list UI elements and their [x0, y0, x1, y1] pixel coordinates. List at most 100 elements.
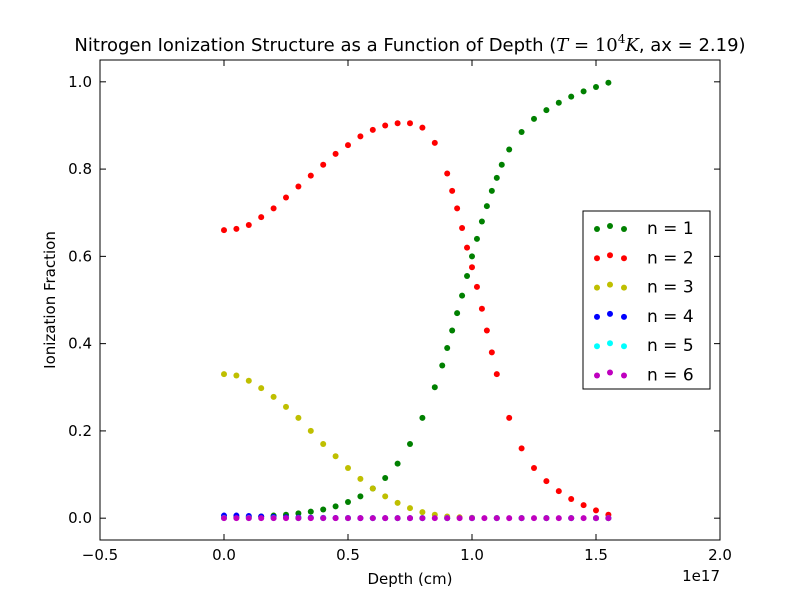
data-point	[469, 264, 475, 271]
data-point	[498, 161, 505, 168]
legend-marker	[607, 223, 613, 229]
title-suffix: , ax = 2.19)	[639, 35, 746, 56]
data-point	[580, 515, 587, 522]
legend-marker	[594, 284, 600, 291]
legend-marker	[594, 226, 600, 232]
data-point	[357, 493, 364, 500]
legend-marker	[594, 343, 600, 350]
data-point	[332, 453, 339, 460]
data-point	[431, 139, 438, 146]
data-point	[568, 93, 575, 100]
legend-entries: n = 1 n = 2 n = 3 n = 4 n = 5 n = 6	[594, 219, 694, 386]
data-point	[221, 371, 227, 378]
data-point	[245, 515, 252, 522]
data-point	[320, 441, 327, 447]
data-point	[543, 107, 550, 114]
data-point	[506, 414, 513, 421]
data-point	[307, 508, 314, 515]
legend-entry: n = 4	[594, 307, 694, 327]
series-6	[221, 515, 612, 522]
series-5	[221, 514, 612, 522]
data-point	[449, 327, 456, 334]
data-point	[307, 515, 314, 522]
data-point	[320, 506, 327, 513]
data-point	[270, 393, 277, 400]
data-point	[444, 515, 451, 522]
data-point	[407, 120, 413, 127]
data-point	[221, 515, 227, 522]
data-point	[459, 292, 466, 299]
data-point	[320, 515, 327, 522]
data-point	[555, 99, 562, 106]
axis-ticks: −0.5 0.0 0.5 1.0 1.5 2.0 0.0 0.2 0.4 0.6 0.8 1.0	[68, 60, 732, 564]
x-tick-label: 0.0	[212, 546, 236, 564]
data-point	[459, 225, 466, 231]
legend-entry: n = 3	[594, 278, 694, 298]
x-tick-label: 1.0	[460, 546, 484, 564]
data-point	[555, 488, 562, 495]
y-tick-label: 0.8	[68, 160, 92, 178]
legend-marker	[621, 226, 627, 232]
data-point	[332, 503, 339, 510]
data-point	[444, 345, 451, 351]
data-point	[473, 283, 480, 290]
data-point	[456, 515, 463, 522]
legend-marker	[621, 372, 627, 379]
data-point	[419, 124, 426, 131]
data-point	[283, 515, 289, 522]
plot-area-frame	[99, 59, 721, 541]
legend-marker	[621, 313, 627, 320]
data-point	[382, 493, 389, 500]
title-math-unit: K	[624, 35, 640, 56]
data-point	[245, 221, 252, 228]
title-math-eq: =	[568, 35, 595, 56]
data-point	[506, 515, 513, 522]
x-tick-label: 1.5	[584, 546, 608, 564]
title-math-var: T	[556, 35, 570, 56]
legend-marker	[594, 372, 600, 379]
data-point	[444, 170, 451, 177]
data-point	[531, 515, 537, 522]
data-point	[431, 384, 438, 391]
legend-frame	[582, 210, 711, 390]
data-point	[531, 115, 537, 122]
data-point	[454, 310, 461, 317]
data-point	[493, 174, 500, 181]
x-axis-offset-label: 1e17	[682, 567, 720, 585]
x-tick-label: 2.0	[708, 546, 732, 564]
legend-label: n = 4	[647, 307, 694, 327]
data-point	[431, 515, 438, 522]
x-tick-label: −0.5	[82, 546, 118, 564]
data-point	[419, 515, 426, 522]
y-tick-label: 0.2	[68, 422, 92, 440]
data-point	[258, 214, 265, 221]
y-tick-label: 0.6	[68, 247, 92, 265]
title-math-exp: 4	[618, 32, 626, 46]
data-points	[221, 79, 612, 522]
data-point	[283, 194, 289, 201]
data-point	[483, 203, 490, 210]
data-point	[605, 79, 612, 86]
data-point	[493, 371, 500, 378]
data-point	[270, 205, 277, 212]
data-point	[488, 187, 495, 194]
data-point	[221, 227, 227, 234]
data-point	[555, 515, 562, 522]
legend-marker	[607, 252, 613, 259]
data-point	[605, 515, 612, 522]
data-point	[357, 475, 364, 482]
data-point	[295, 183, 302, 190]
y-axis-label: Ionization Fraction	[41, 231, 59, 369]
data-point	[469, 253, 475, 260]
data-point	[295, 414, 302, 421]
data-point	[394, 460, 401, 467]
data-point	[580, 88, 587, 95]
data-point	[345, 465, 351, 471]
data-point	[464, 273, 471, 279]
data-point	[518, 515, 525, 522]
data-point	[357, 133, 364, 140]
x-axis-label: Depth (cm)	[367, 570, 452, 588]
data-point	[382, 475, 389, 482]
data-point	[478, 305, 485, 312]
x-tick-label: 0.5	[336, 546, 360, 564]
